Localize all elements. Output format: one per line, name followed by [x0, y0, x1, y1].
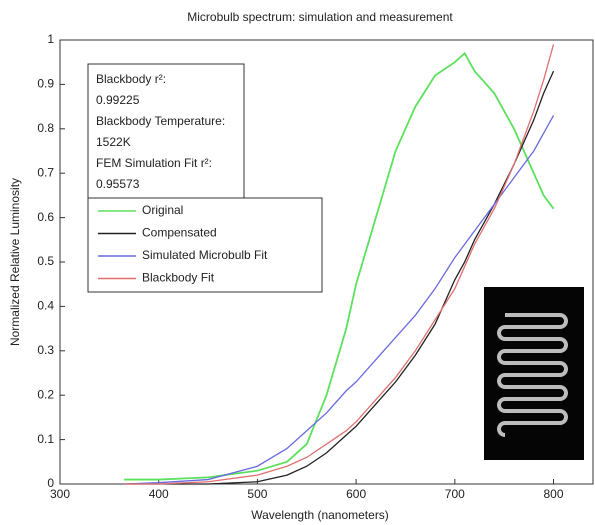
y-tick-label: 0.3: [37, 343, 54, 357]
x-axis-label: Wavelength (nanometers): [251, 508, 389, 522]
annotation-text: Blackbody Temperature:: [96, 114, 225, 128]
x-tick-label: 600: [346, 487, 366, 501]
y-tick-label: 0.6: [37, 210, 54, 224]
y-tick-label: 1: [47, 32, 54, 46]
legend-label: Original: [142, 203, 183, 217]
annotation-text: 1522K: [96, 135, 131, 149]
x-tick-label: 400: [149, 487, 169, 501]
annotation-text: FEM Simulation Fit r²:: [96, 156, 212, 170]
annotation-box: [87, 63, 245, 199]
y-tick-label: 0.8: [37, 121, 54, 135]
x-tick-label: 500: [247, 487, 267, 501]
series-line: [124, 115, 555, 485]
legend-box: [87, 197, 323, 293]
chart-title: Microbulb spectrum: simulation and measu…: [187, 10, 453, 24]
x-tick-label: 800: [544, 487, 564, 501]
y-tick-label: 0.9: [37, 77, 54, 91]
y-tick-label: 0.4: [37, 299, 54, 313]
annotation-text: 0.99225: [96, 93, 140, 107]
legend-label: Blackbody Fit: [142, 271, 215, 285]
series-line: [124, 51, 555, 481]
y-tick-label: 0.1: [37, 432, 54, 446]
y-tick-label: 0.2: [37, 387, 54, 401]
y-axis-label: Normalized Relative Luminosity: [8, 178, 22, 346]
legend-label: Compensated: [142, 226, 217, 240]
y-tick-label: 0: [47, 476, 54, 490]
series-line: [124, 44, 555, 485]
annotation-text: Blackbody r²:: [96, 72, 166, 86]
y-tick-label: 0.5: [37, 254, 54, 268]
x-tick-label: 700: [445, 487, 465, 501]
inset-photo: [484, 287, 584, 460]
legend-label: Simulated Microbulb Fit: [142, 248, 268, 262]
y-tick-label: 0.7: [37, 165, 54, 179]
annotation-text: 0.95573: [96, 177, 140, 191]
x-tick-label: 300: [50, 487, 70, 501]
